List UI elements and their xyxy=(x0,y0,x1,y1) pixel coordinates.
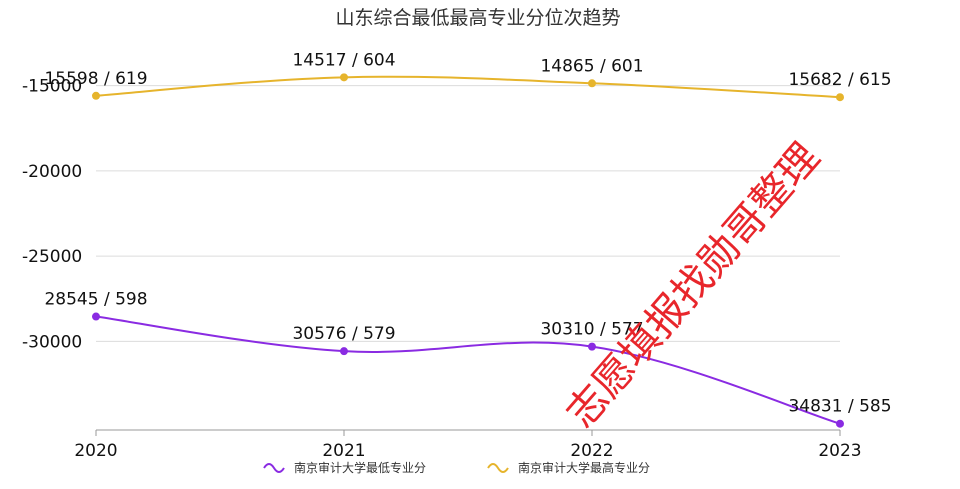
y-axis-ticks: -15000 -20000 -25000 -30000 xyxy=(22,77,82,353)
y-tick-label: -25000 xyxy=(22,247,82,267)
y-tick-label: -20000 xyxy=(22,162,82,182)
y-tick-label: -30000 xyxy=(22,332,82,352)
data-label: 15682 / 615 xyxy=(788,70,891,90)
data-label: 14517 / 604 xyxy=(292,50,395,70)
data-label: 28545 / 598 xyxy=(44,290,147,310)
chart-title: 山东综合最低最高专业分位次趋势 xyxy=(335,7,620,29)
data-point[interactable] xyxy=(92,91,100,100)
data-point[interactable] xyxy=(340,347,348,356)
data-label-layer: 28545 / 598 30576 / 579 30310 / 577 34831 /… xyxy=(44,50,891,416)
x-tick-label: 2020 xyxy=(74,441,117,461)
legend-label: 南京审计大学最低专业分 xyxy=(294,460,426,475)
data-point[interactable] xyxy=(588,79,596,88)
x-axis-ticks: 2020 2021 2022 2023 xyxy=(74,430,862,461)
data-point[interactable] xyxy=(340,73,348,82)
watermark-text: 志愿填报找勋哥整理 xyxy=(558,135,829,437)
data-label: 15598 / 619 xyxy=(44,69,147,89)
series-line xyxy=(95,75,841,99)
data-label: 14865 / 601 xyxy=(540,56,643,76)
data-point[interactable] xyxy=(588,342,596,351)
grid-layer xyxy=(96,85,840,431)
legend-item[interactable]: 南京审计大学最高专业分 xyxy=(487,460,650,475)
data-point[interactable] xyxy=(92,312,100,321)
y-tick-label: -15000 xyxy=(22,77,82,97)
x-tick-label: 2022 xyxy=(570,441,613,461)
data-label: 30576 / 579 xyxy=(292,324,395,344)
legend-item[interactable]: 南京审计大学最低专业分 xyxy=(263,460,426,475)
data-point[interactable] xyxy=(836,419,844,428)
series-layer xyxy=(92,73,844,428)
legend-swatch xyxy=(487,463,509,473)
legend-swatch xyxy=(263,463,285,473)
x-tick-label: 2021 xyxy=(322,441,365,461)
data-point[interactable] xyxy=(836,93,844,102)
data-label: 30310 / 577 xyxy=(540,320,643,340)
x-tick-label: 2023 xyxy=(818,441,861,461)
data-label: 34831 / 585 xyxy=(788,397,891,417)
legend[interactable]: 南京审计大学最低专业分 南京审计大学最高专业分 xyxy=(263,460,650,475)
series-line xyxy=(95,315,841,425)
legend-label: 南京审计大学最高专业分 xyxy=(518,460,650,475)
